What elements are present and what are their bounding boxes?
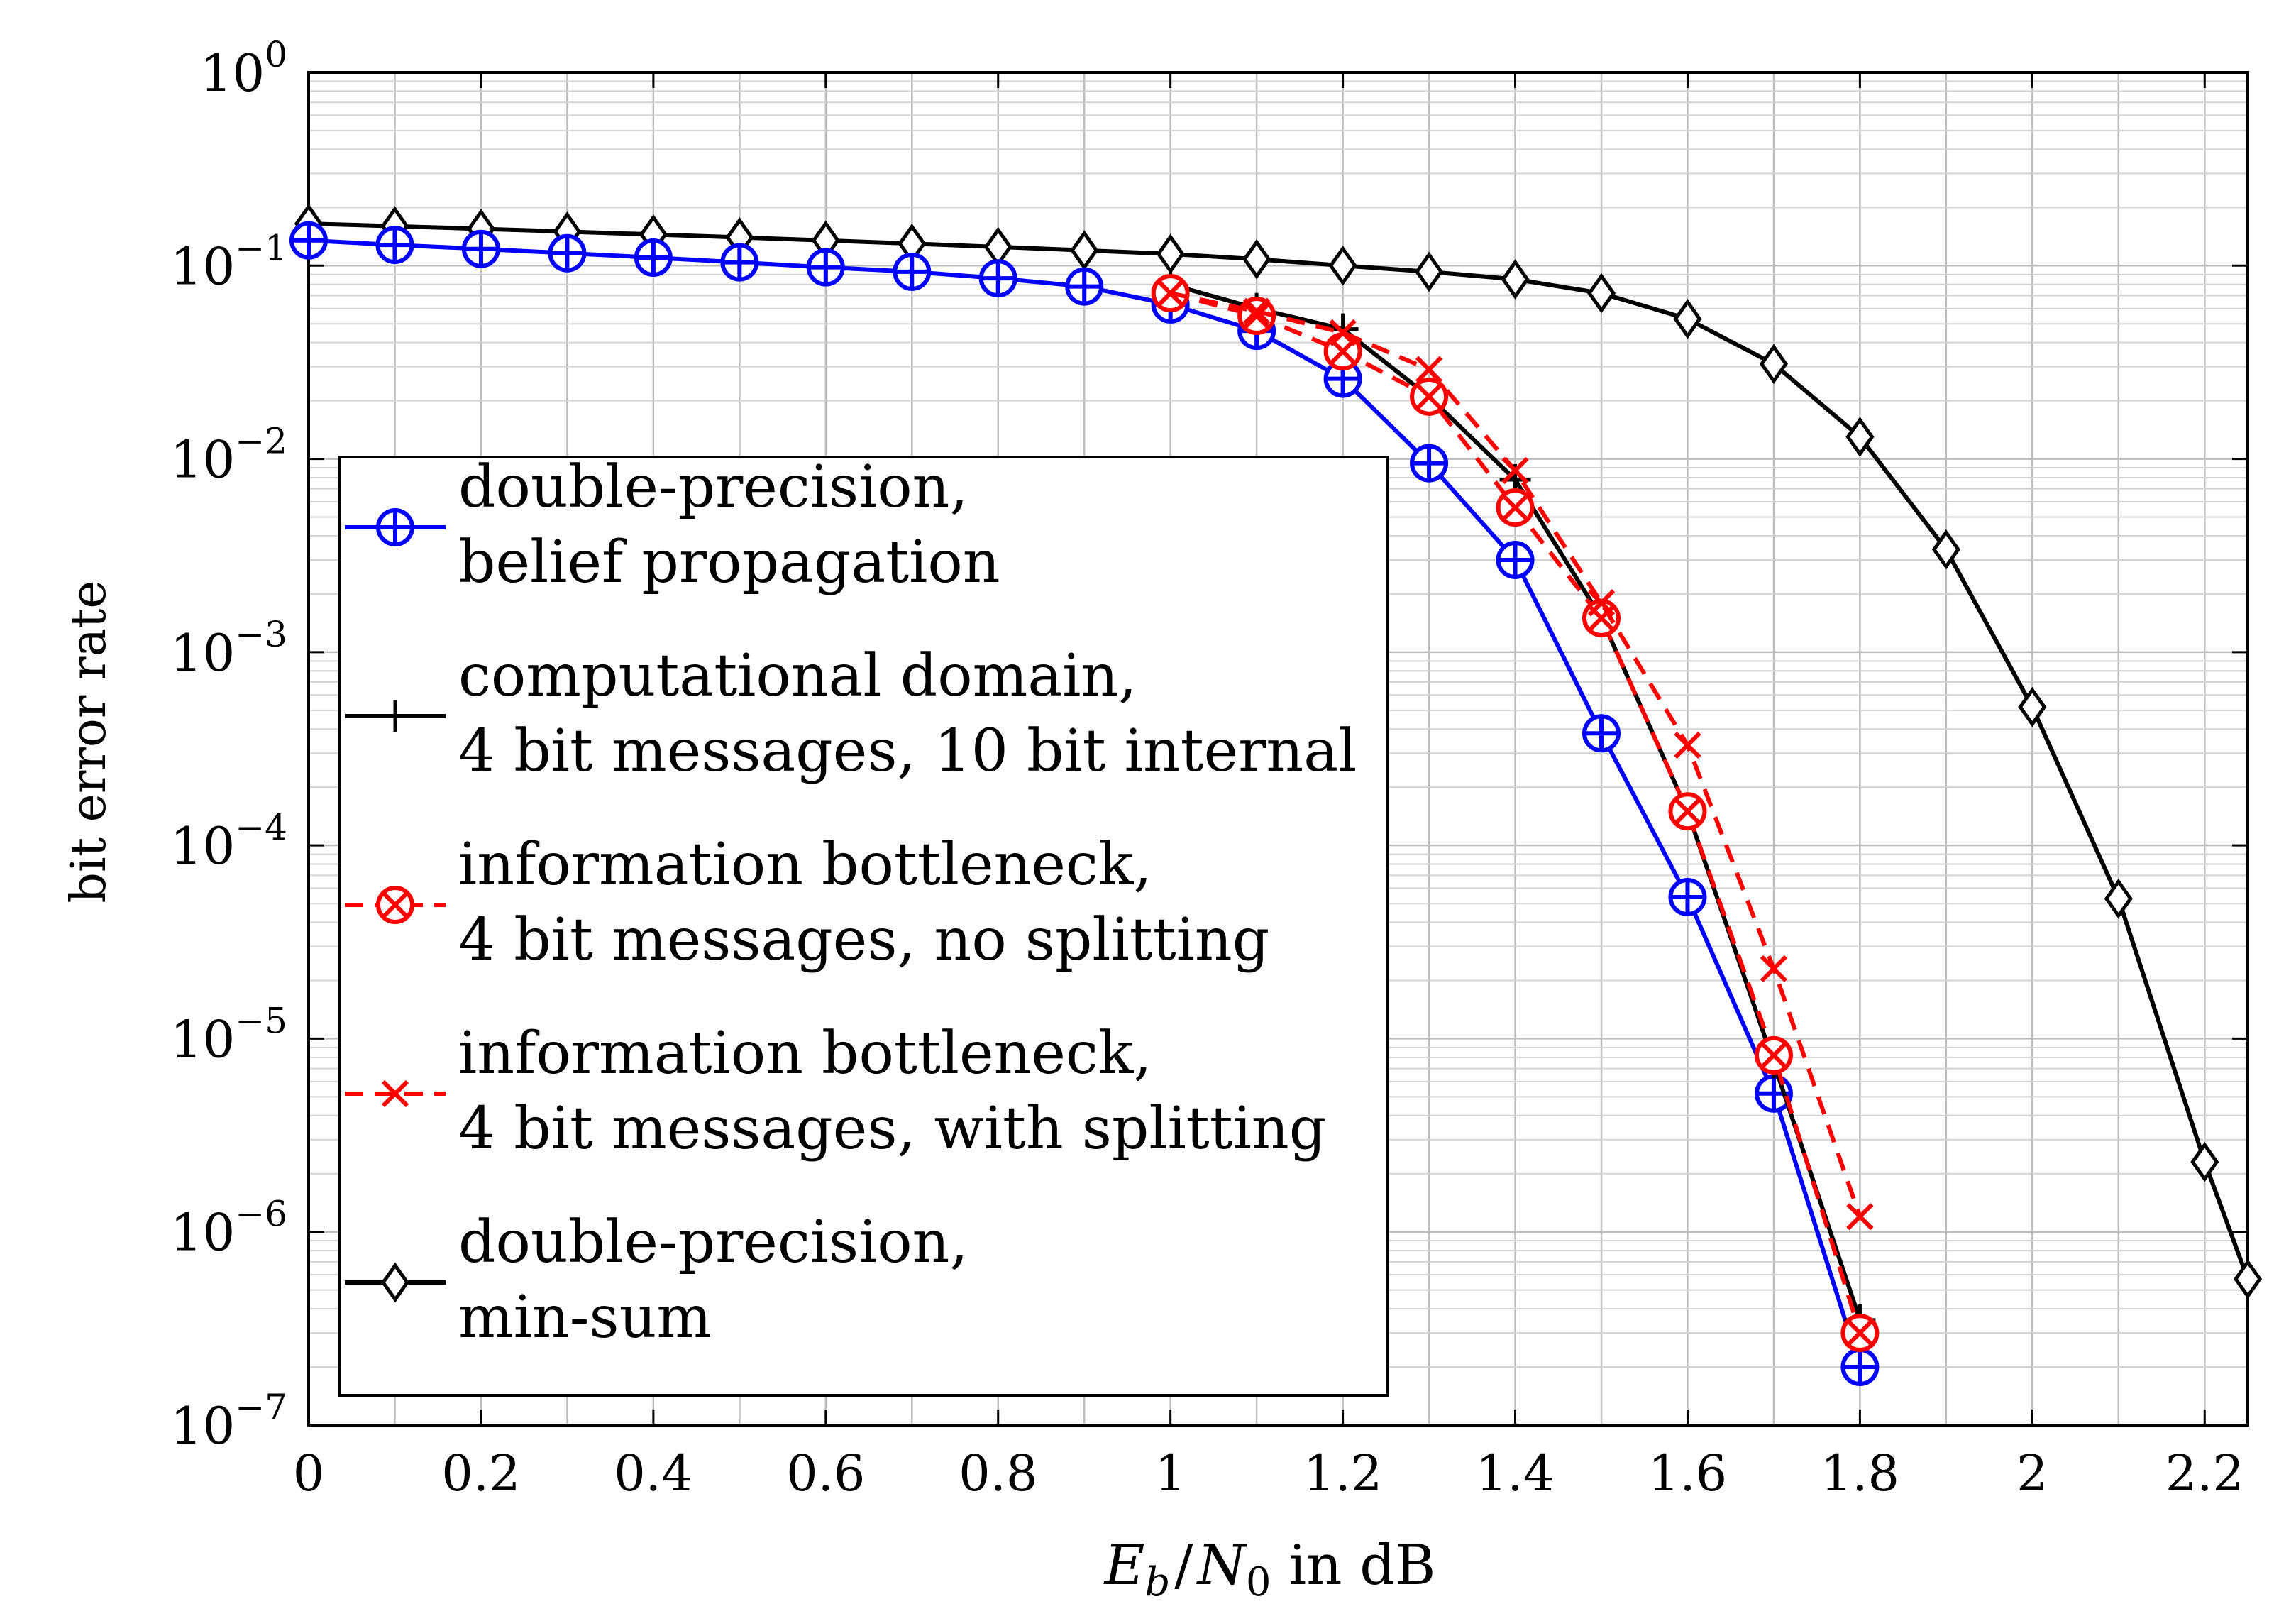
series-layer [289,203,2263,1387]
y-tick-base: 10 [170,816,236,876]
data-point-b [1157,280,1184,307]
data-point [2233,1258,2263,1299]
x-tick-label: 0.4 [614,1444,692,1502]
data-point-cross-b [1760,1041,1788,1069]
x-tick-label: 0.6 [786,1444,865,1502]
y-tick-exponent: −2 [235,421,287,462]
data-point [1759,344,1788,385]
data-point-b [1674,731,1701,759]
data-point [2190,1141,2219,1182]
legend: double-precision, belief propagation compu… [338,454,1389,1397]
y-tick-base: 10 [170,1203,236,1263]
y-tick-label: 10−2 [170,421,287,490]
data-point [380,1262,410,1303]
legend-label: computational domain, [458,642,1137,710]
x-tick-label: 2.2 [2165,1444,2244,1502]
y-tick-base: 10 [170,430,236,490]
y-tick-base: 10 [170,1009,236,1069]
data-point-b [1846,1203,1874,1231]
data-point-cross-b [1674,798,1701,825]
y-tick-base: 10 [170,236,236,296]
x-tick-label: 1.2 [1303,1444,1382,1502]
y-tick-label: 10−5 [170,1000,287,1069]
data-point [1931,529,1960,570]
data-point [1673,299,1702,339]
data-point-b [1760,955,1788,983]
x-tick-label: 1.4 [1476,1444,1555,1502]
data-point [1501,259,1530,300]
data-point-b [1243,297,1271,325]
legend-label: 4 bit messages, no splitting [458,906,1269,974]
y-tick-label: 10−7 [170,1387,287,1456]
y-tick-exponent: −7 [235,1387,287,1428]
data-point [2018,686,2047,727]
y-tick-base: 10 [170,1396,236,1456]
x-tick-label: 0.2 [441,1444,520,1502]
data-point [1328,245,1357,286]
y-tick-exponent: −1 [235,227,287,268]
data-point-cross-b [381,891,409,919]
legend-label: double-precision, [458,1209,968,1276]
series-line [308,221,2250,1280]
data-point-b [381,1079,409,1108]
data-point-cross-b [1243,302,1271,330]
data-point [1415,251,1444,292]
y-tick-exponent: −5 [235,1000,287,1041]
legend-label: belief propagation [458,529,1000,596]
y-tick-base: 10 [170,623,236,683]
y-tick-base: 10 [200,43,265,103]
y-tick-label: 10−6 [170,1194,287,1263]
y-tick-label: 100 [200,34,287,103]
x-tick-label: 0 [293,1444,325,1502]
y-tick-label: 10−1 [170,227,287,296]
data-point-cross-b [1415,383,1443,410]
x-tick-label: 1.6 [1648,1444,1727,1502]
legend-label: information bottleneck, [458,1020,1152,1087]
legend-label: double-precision, [458,454,968,521]
x-tick-label: 0.8 [959,1444,1037,1502]
y-axis-label: bit error rate [61,580,117,903]
y-tick-exponent: −6 [235,1194,287,1235]
plot-frame [307,71,2249,1427]
data-point [1586,273,1616,314]
y-tick-exponent: −4 [235,807,287,848]
series-3 [1157,280,1874,1231]
data-point [1845,417,1875,457]
x-axis-label: Eb/N0 in dB [1103,1534,1435,1605]
data-point-b [1587,589,1616,617]
legend-label: min-sum [458,1284,712,1351]
data-point-b [1415,356,1443,383]
y-tick-exponent: 0 [265,34,287,75]
legend-box [338,456,1389,1397]
data-point [1242,238,1271,280]
tick-labels: 0 0.2 0.4 0.6 0.8 1 1.2 1.4 1.6 1.8 2 2.210010−110−… [170,34,2244,1502]
data-point-cross-b [1501,494,1529,522]
data-point-cross-b [1846,1319,1874,1347]
x-tick-label: 1 [1154,1444,1186,1502]
legend-label: 4 bit messages, with splitting [458,1095,1326,1163]
data-point [2104,878,2133,919]
data-point-b [1329,319,1357,346]
legend-label: 4 bit messages, 10 bit internal [458,718,1357,785]
axes [307,71,2249,1427]
y-tick-label: 10−4 [170,807,287,876]
y-tick-label: 10−3 [170,614,287,683]
x-tick-label: 2 [2016,1444,2048,1502]
x-tick-label: 1.8 [1821,1444,1899,1502]
data-point-b [1501,456,1529,485]
legend-label: information bottleneck, [458,831,1152,899]
y-tick-exponent: −3 [235,614,287,655]
